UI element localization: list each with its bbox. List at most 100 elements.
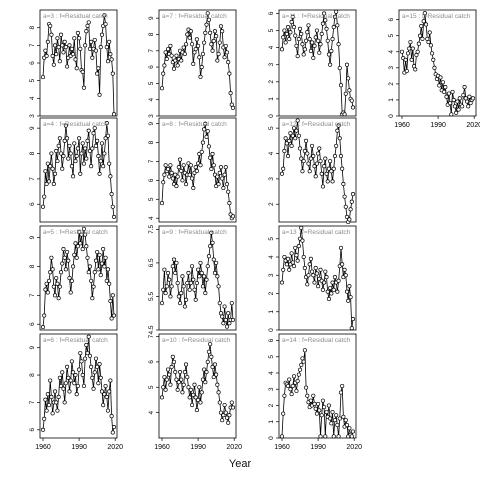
data-point <box>338 153 344 159</box>
data-point <box>317 146 322 151</box>
data-point <box>161 385 166 390</box>
data-point <box>438 75 443 80</box>
data-point <box>291 374 297 379</box>
data-point <box>304 385 309 390</box>
data-point <box>66 156 71 161</box>
data-point <box>83 356 88 361</box>
data-point <box>185 32 190 37</box>
y-tick-label: 4 <box>268 151 275 155</box>
data-point <box>46 278 52 283</box>
data-point <box>331 434 336 439</box>
data-point <box>42 313 47 318</box>
data-point <box>103 255 108 260</box>
panel-9: 4.5 5.5 6.5 7.5 a=9 : f=Residual catch <box>148 224 237 335</box>
data-point <box>308 398 313 403</box>
data-point <box>175 387 180 392</box>
data-point <box>59 270 64 275</box>
data-point <box>466 104 471 109</box>
data-point <box>83 43 88 48</box>
data-point <box>72 141 77 146</box>
y-tick-label: 4 <box>148 98 155 102</box>
data-point <box>307 37 312 42</box>
data-point <box>330 37 335 42</box>
data-point <box>169 53 174 58</box>
data-point <box>50 166 55 171</box>
data-point <box>111 214 117 219</box>
data-point <box>49 32 54 37</box>
data-point <box>200 51 205 57</box>
panel-label: a=15 : f=Residual catch <box>402 13 471 20</box>
data-point <box>211 375 216 380</box>
data-point <box>430 51 435 56</box>
data-point <box>424 22 429 27</box>
y-tick-label: 9 <box>29 345 36 349</box>
data-point <box>216 182 221 187</box>
data-point <box>220 418 225 423</box>
y-tick-label: 7 <box>29 43 36 47</box>
data-point <box>75 383 80 389</box>
data-point <box>185 280 190 286</box>
data-point <box>173 369 178 375</box>
data-point <box>107 389 112 394</box>
data-point <box>66 375 71 380</box>
data-point <box>191 185 196 191</box>
y-tick-label: 9 <box>148 121 155 125</box>
data-point <box>350 429 356 434</box>
data-point <box>48 23 53 28</box>
data-point <box>40 325 46 330</box>
data-point <box>342 194 347 199</box>
data-point <box>69 278 74 283</box>
data-point <box>200 284 205 289</box>
data-point <box>283 136 288 141</box>
data-point <box>101 403 106 408</box>
data-point <box>291 25 297 30</box>
data-point <box>69 46 74 51</box>
data-point <box>55 281 60 286</box>
data-point <box>227 201 232 206</box>
data-point <box>186 270 191 276</box>
data-point <box>169 364 174 370</box>
data-point <box>54 275 59 281</box>
data-point <box>192 50 197 55</box>
data-point <box>288 30 293 35</box>
data-point <box>224 415 230 420</box>
data-point <box>84 342 89 347</box>
data-point <box>45 392 50 397</box>
data-point <box>181 284 186 289</box>
data-point <box>226 189 231 194</box>
data-point <box>452 104 457 109</box>
data-point <box>202 127 207 132</box>
data-point <box>174 53 179 58</box>
data-point <box>52 171 58 176</box>
y-tick-label: 5 <box>148 81 155 85</box>
data-point <box>287 138 292 143</box>
data-point <box>334 9 339 14</box>
data-point <box>49 394 54 399</box>
data-point <box>110 71 115 76</box>
data-point <box>302 265 307 271</box>
y-tick-label: 7 <box>29 400 36 404</box>
data-point <box>306 161 311 166</box>
y-tick-label: 6 <box>29 202 36 206</box>
data-point <box>409 57 414 62</box>
data-point <box>62 255 67 260</box>
data-point <box>61 247 66 252</box>
data-point <box>310 143 315 148</box>
data-point <box>50 411 55 416</box>
data-point <box>323 434 328 439</box>
data-point <box>338 245 344 250</box>
y-tick-label: 5 <box>268 28 275 32</box>
panel-frame <box>158 117 237 223</box>
data-point <box>221 321 226 326</box>
data-point <box>77 36 82 41</box>
data-point <box>328 159 333 164</box>
data-point <box>54 400 59 405</box>
y-tick-label: 8 <box>29 264 36 268</box>
data-point <box>92 370 97 375</box>
panel-label: a=8 : f=Residual catch <box>162 121 227 128</box>
data-point <box>175 174 180 179</box>
data-point <box>324 409 329 415</box>
data-point <box>105 59 111 64</box>
data-point <box>186 385 191 390</box>
data-point <box>317 50 322 55</box>
